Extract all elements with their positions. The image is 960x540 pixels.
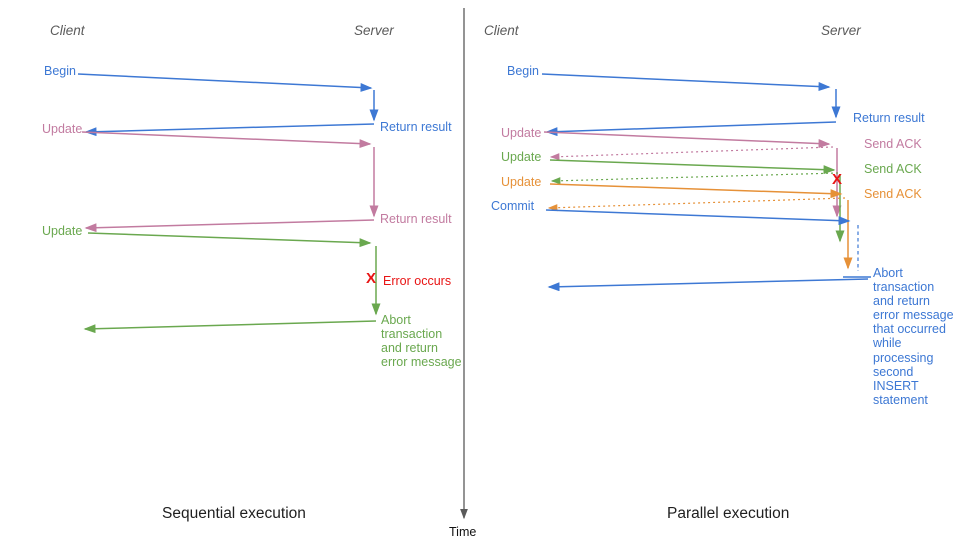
left-server-label: Server xyxy=(354,23,394,38)
left-begin-label: Begin xyxy=(44,64,76,78)
right-commit-arrow xyxy=(545,209,851,226)
right-ack3-dotted-arrow xyxy=(547,197,846,212)
right-abort-label: Abort transaction and return error messa… xyxy=(873,266,954,407)
right-send-ack3-label: Send ACK xyxy=(864,187,922,201)
right-ack1-dotted-arrow xyxy=(549,146,834,161)
left-begin-arrow xyxy=(77,73,373,92)
left-update2-arrow xyxy=(87,232,372,248)
left-error-occurs-label: Error occurs xyxy=(383,274,452,288)
right-update1-arrow xyxy=(543,131,831,149)
time-axis-label: Time xyxy=(449,525,477,539)
right-begin-arrow xyxy=(541,73,831,92)
right-update2-label: Update xyxy=(501,150,542,164)
right-update2-arrow xyxy=(549,159,836,175)
right-panel-title: Parallel execution xyxy=(667,505,790,522)
right-commit-label: Commit xyxy=(491,199,535,213)
right-send-ack2-label: Send ACK xyxy=(864,162,922,176)
left-update1-arrow xyxy=(81,131,372,149)
right-error-x-icon: X xyxy=(832,171,843,188)
right-update3-label: Update xyxy=(501,175,542,189)
right-client-label: Client xyxy=(484,23,519,38)
left-panel-title: Sequential execution xyxy=(162,505,306,522)
right-begin-label: Begin xyxy=(507,64,539,78)
left-return-result1-arrow xyxy=(84,123,375,137)
left-update1-label: Update xyxy=(42,122,83,136)
right-update1-label: Update xyxy=(501,126,542,140)
right-return-result-arrow xyxy=(545,121,837,137)
right-server-label: Server xyxy=(821,23,861,38)
right-update3-arrow xyxy=(549,183,843,199)
right-abort-arrow xyxy=(547,278,869,292)
left-return-result2-label: Return result xyxy=(380,212,452,226)
left-abort-label: Abort transaction and return error messa… xyxy=(381,313,462,370)
left-return-result2-arrow xyxy=(84,219,375,233)
left-client-label: Client xyxy=(50,23,85,38)
left-error-x-icon: X xyxy=(366,270,377,287)
right-return-result-label: Return result xyxy=(853,111,925,125)
right-ack2-dotted-arrow xyxy=(550,172,839,185)
left-abort-arrow xyxy=(83,320,377,334)
left-return-result1-label: Return result xyxy=(380,120,452,134)
right-send-ack1-label: Send ACK xyxy=(864,137,922,151)
left-update2-label: Update xyxy=(42,224,83,238)
